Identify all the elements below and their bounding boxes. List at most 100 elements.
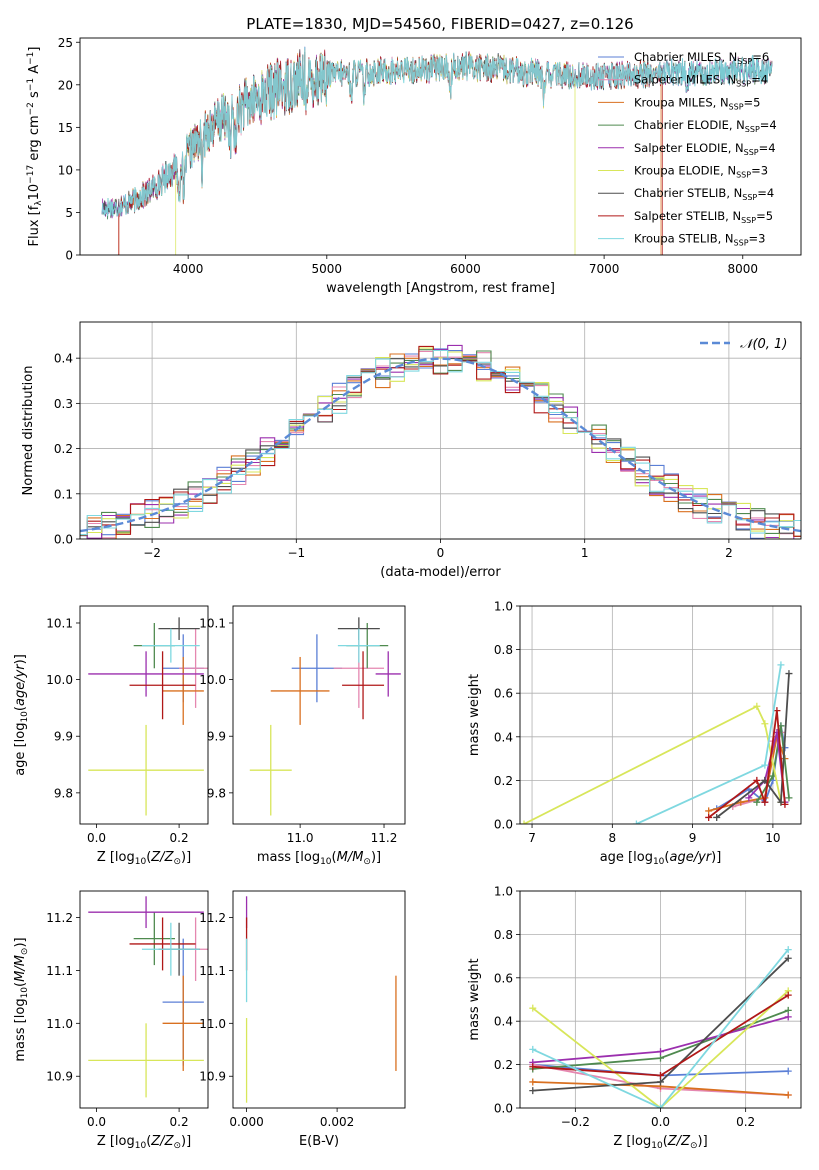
label-part: )] (711, 850, 721, 865)
axes-frame (232, 890, 406, 1109)
y-tick-label: 9.9 (54, 730, 73, 744)
spectrum-line (101, 46, 773, 217)
label-part: erg cm (27, 115, 42, 164)
weight-marker (713, 813, 721, 821)
label-part: Z [log (97, 1134, 135, 1149)
error-bar (375, 651, 401, 697)
y-axis-label: mass weight (467, 674, 482, 756)
weight-marker (657, 1054, 664, 1062)
label-part: ( (663, 1134, 668, 1149)
label-part: )] (181, 850, 191, 865)
error-bar (141, 628, 200, 663)
panel-spectrum: 4000 5000 6000 7000 8000 0 5 10 15 20 25 wavelength… (26, 15, 802, 296)
x-tick-label: 11.2 (371, 831, 398, 845)
label-part: )] (13, 937, 28, 947)
label-part: ( (146, 1134, 151, 1149)
x-tick-label: 0.2 (736, 1115, 755, 1129)
error-bar (129, 651, 196, 720)
error-bar (342, 651, 385, 720)
x-axis-label: age [log10(age/yr)] (600, 850, 722, 867)
weight-marker (529, 1078, 537, 1086)
label-part: ⊙ (173, 857, 181, 867)
legend-value: =4 (751, 73, 768, 87)
x-tick-label: 7000 (589, 262, 620, 276)
y-tick-label: 0.6 (494, 687, 513, 701)
x-tick-label: 0.002 (320, 1115, 354, 1129)
error-bar (88, 1023, 204, 1098)
error-bar (158, 617, 200, 640)
error-bar (337, 628, 380, 663)
legend-value: =4 (757, 186, 774, 200)
y-tick-label: 10.0 (199, 673, 226, 687)
weight-line (716, 673, 790, 819)
plot-content (88, 896, 208, 1098)
x-tick-label: 0 (437, 546, 445, 560)
y-tick-label: 25 (58, 36, 73, 50)
weight-marker (657, 1104, 664, 1108)
weight-series (529, 946, 792, 1108)
weight-series (529, 954, 792, 1095)
y-tick-label: 11.0 (199, 1017, 226, 1031)
label-part: M/M (13, 955, 28, 982)
legend-value: =6 (752, 50, 769, 64)
y-tick-label: 1.0 (494, 600, 513, 614)
plot-area (520, 606, 801, 824)
x-tick-label: −2 (143, 546, 161, 560)
y-axis-label: Normed distribution (21, 366, 36, 496)
label-part: 10 (653, 857, 665, 867)
x-tick-label: 6000 (450, 262, 481, 276)
label-part: −1 (26, 78, 36, 91)
y-axis-label: mass weight (467, 958, 482, 1040)
legend-value: =3 (749, 232, 766, 246)
weight-marker (784, 946, 792, 954)
error-bar (88, 651, 204, 697)
panel-age_vs_mass: 11.0 11.2 9.8 9.9 10.0 10.1 mass [log10(M/M⊙)] (199, 605, 406, 867)
weight-marker (785, 794, 793, 802)
legend-value: =3 (751, 164, 768, 178)
histogram-series (80, 349, 801, 536)
weight-marker (745, 794, 753, 802)
x-axis-label: Z [log10(Z/Z⊙)] (97, 850, 191, 867)
y-tick-label: 10.9 (46, 1070, 73, 1084)
weight-marker (520, 820, 528, 824)
legend-subscript: SSP (729, 102, 744, 111)
weight-series (705, 707, 789, 821)
label-part: Z [log (613, 1134, 651, 1149)
error-bar (133, 912, 175, 966)
panel-mass_vs_Z: 0.0 0.210.911.011.111.2Z [log10(Z/Z⊙)]mas… (13, 890, 209, 1151)
histogram-series (80, 353, 801, 539)
panel-mass_vs_ebv: 0.000 0.002 10.9 11.0 11.1 11.2 E(B-V) (199, 890, 406, 1149)
histogram-series (80, 358, 801, 536)
weight-marker (632, 820, 640, 824)
error-bar (162, 656, 204, 725)
weight-marker (773, 707, 781, 715)
legend-label: Chabrier ELODIE, NSSP=4 (634, 118, 777, 134)
panel-age_vs_Z: 0.0 0.29.89.910.010.1Z [log10(Z/Z⊙)]age [… (13, 605, 209, 867)
error-bar (141, 922, 200, 976)
y-tick-label: 15 (58, 121, 73, 135)
plot-content (520, 661, 793, 824)
label-part: Z [log (97, 850, 135, 865)
y-tick-label: 10.0 (46, 673, 73, 687)
legend-label: Salpeter STELIB, NSSP=5 (634, 209, 773, 225)
label-part: s (27, 91, 42, 102)
weight-series (529, 1013, 792, 1066)
plot-content (245, 896, 397, 1103)
x-tick-label: 1 (581, 546, 589, 560)
weight-marker (785, 670, 793, 678)
weight-marker (657, 1048, 664, 1056)
legend-label: Chabrier MILES, NSSP=6 (634, 50, 769, 66)
label-part: Flux [f (27, 205, 42, 246)
y-tick-label: 0.4 (54, 352, 73, 366)
weight-marker (529, 1004, 537, 1012)
weight-marker (784, 1006, 792, 1014)
error-bar (179, 628, 208, 708)
plot-area (80, 606, 208, 824)
label-part: 10 (651, 1141, 663, 1151)
x-tick-label: 5000 (312, 262, 343, 276)
y-tick-label: 9.9 (207, 730, 226, 744)
label-part: 10 (20, 711, 30, 723)
y-tick-label: 11.0 (46, 1017, 73, 1031)
x-tick-label: 0.0 (87, 1115, 106, 1129)
